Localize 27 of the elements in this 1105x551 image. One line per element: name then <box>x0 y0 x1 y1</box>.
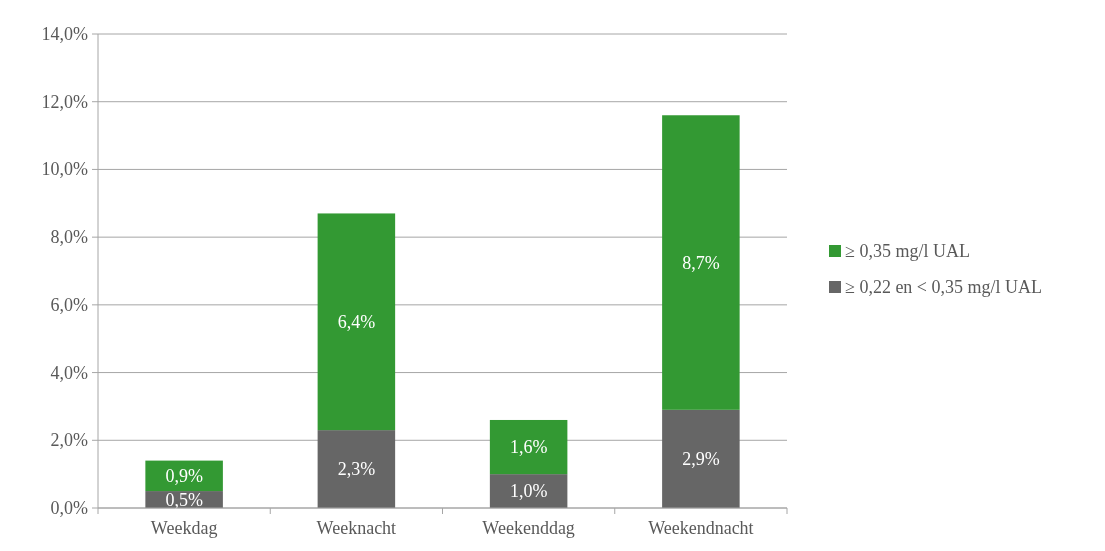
data-label: 6,4% <box>337 311 376 332</box>
data-label: 8,7% <box>682 252 720 273</box>
data-label: 2,3% <box>337 459 376 480</box>
y-tick-label: 8,0% <box>50 227 88 248</box>
y-tick-label: 4,0% <box>50 362 88 383</box>
y-tick-label: 12,0% <box>41 91 88 112</box>
x-tick-label: Weekenddag <box>482 518 575 538</box>
data-label: 0,5% <box>165 489 203 510</box>
y-tick-label: 2,0% <box>50 430 88 451</box>
legend-label: ≥ 0,35 mg/l UAL <box>845 241 970 261</box>
y-tick-label: 0,0% <box>50 498 88 518</box>
bar <box>317 430 396 508</box>
bar <box>662 409 740 508</box>
data-label: 0,9% <box>165 465 203 486</box>
x-tick-label: Weekendnacht <box>648 518 754 538</box>
bar <box>489 419 568 475</box>
data-label: 2,9% <box>682 448 720 469</box>
bar <box>662 115 740 410</box>
x-tick-label: Weeknacht <box>316 518 397 538</box>
legend-label: ≥ 0,22 en < 0,35 mg/l UAL <box>845 277 1043 297</box>
x-tick-label: Weekdag <box>150 518 218 538</box>
data-label: 1,6% <box>509 437 548 458</box>
y-tick-label: 14,0% <box>41 24 88 44</box>
y-tick-label: 6,0% <box>50 294 88 315</box>
data-label: 1,0% <box>509 481 548 502</box>
y-tick-label: 10,0% <box>41 159 88 180</box>
bar <box>317 213 396 431</box>
